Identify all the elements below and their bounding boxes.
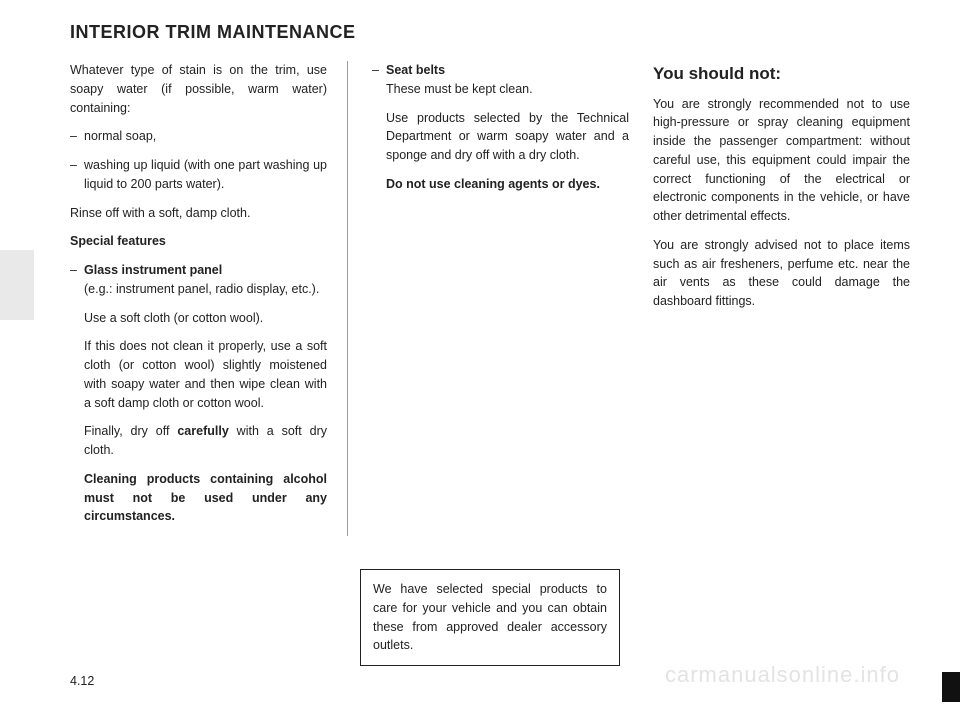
bullet-normal-soap: normal soap,: [70, 127, 327, 146]
seat-belts-products: Use products selected by the Technical D…: [386, 109, 629, 165]
glass-use-text: Use a soft cloth (or cotton wool).: [84, 309, 327, 328]
alcohol-warning: Cleaning products containing alcohol mus…: [84, 470, 327, 526]
column-2: Seat belts These must be kept clean. Use…: [368, 61, 629, 536]
high-pressure-warning: You are strongly recommended not to use …: [653, 95, 910, 226]
you-should-not-heading: You should not:: [653, 61, 910, 87]
watermark-text: carmanualsonline.info: [665, 662, 900, 688]
seat-belts-clean: These must be kept clean.: [386, 82, 533, 96]
air-fresheners-warning: You are strongly advised not to place it…: [653, 236, 910, 311]
glass-fin-bold: carefully: [177, 424, 228, 438]
column-1: Whatever type of stain is on the trim, u…: [70, 61, 348, 536]
glass-fin-pre: Finally, dry off: [84, 424, 177, 438]
special-features-heading: Special features: [70, 232, 327, 251]
column-3: You should not: You are strongly recomme…: [649, 61, 910, 536]
glass-panel-label: Glass instrument panel: [84, 263, 222, 277]
seat-belts-label: Seat belts: [386, 63, 445, 77]
glass-panel-item: Glass instrument panel (e.g.: instrument…: [70, 261, 327, 526]
page-content: INTERIOR TRIM MAINTENANCE Whatever type …: [0, 0, 960, 710]
rinse-text: Rinse off with a soft, damp cloth.: [70, 204, 327, 223]
bullet-washing-liquid: washing up liquid (with one part washing…: [70, 156, 327, 194]
seat-belts-item: Seat belts These must be kept clean. Use…: [372, 61, 629, 194]
glass-panel-eg: (e.g.: instrument panel, radio display, …: [84, 282, 319, 296]
page-title: INTERIOR TRIM MAINTENANCE: [70, 22, 910, 43]
page-number: 4.12: [70, 674, 94, 688]
product-callout-box: We have selected special products to car…: [360, 569, 620, 666]
intro-text: Whatever type of stain is on the trim, u…: [70, 61, 327, 117]
seat-belts-warning: Do not use cleaning agents or dyes.: [386, 175, 629, 194]
glass-finally-text: Finally, dry off carefully with a soft d…: [84, 422, 327, 460]
content-columns: Whatever type of stain is on the trim, u…: [70, 61, 910, 536]
glass-if-text: If this does not clean it properly, use …: [84, 337, 327, 412]
